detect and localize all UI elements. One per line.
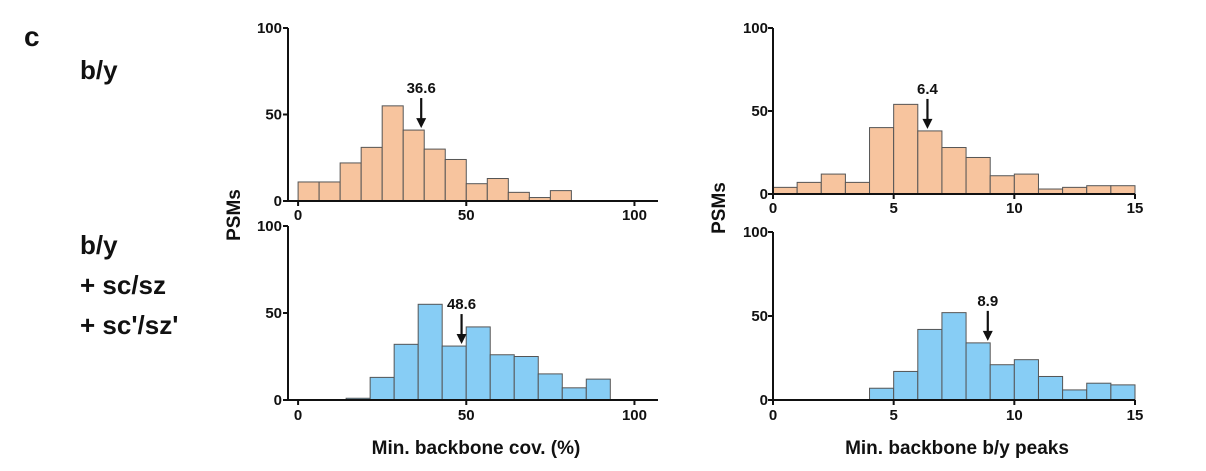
chart-bottom-left: 0 50 100 0 50 100 48.6 Min. backbone cov. (%)	[257, 218, 658, 459]
bar-top-left-4	[381, 105, 404, 202]
bar-top-left-7	[444, 158, 467, 202]
bar-bottom-left-7	[465, 326, 491, 401]
x-tick-label-top-right-0: 0	[769, 200, 777, 217]
x-tick-label-top-right-2: 10	[1006, 200, 1023, 217]
bar-top-left-5	[402, 129, 425, 202]
bar-top-left-2	[339, 162, 362, 202]
panel-label: c	[24, 21, 40, 52]
bar-bottom-left-6	[441, 345, 467, 401]
bar-top-left-6	[423, 148, 446, 202]
condition-bottom-line-2: + sc/sz	[80, 270, 166, 300]
bar-bottom-right-8	[965, 342, 991, 401]
y-tick-label-top-right-0: 0	[760, 186, 768, 203]
bar-bottom-right-14	[1110, 384, 1136, 401]
bar-top-right-9	[989, 175, 1015, 195]
annotation-arrow-head-bottom-left	[456, 334, 467, 345]
bar-top-left-1	[318, 181, 341, 202]
bar-bottom-left-4	[393, 343, 419, 401]
annotation-arrow-head-top-right	[922, 118, 933, 129]
bar-bottom-right-10	[1013, 359, 1039, 401]
bar-bottom-right-4	[869, 387, 895, 401]
bar-top-left-12	[549, 190, 572, 202]
y-tick-label-bottom-right-1: 50	[751, 308, 768, 325]
y-tick-label-bottom-left-1: 50	[265, 305, 282, 322]
x-tick-label-top-left-1: 50	[458, 207, 475, 224]
y-tick-label-top-left-1: 50	[265, 107, 282, 124]
y-tick-label-top-right-2: 100	[743, 20, 768, 37]
bar-bottom-right-13	[1086, 382, 1112, 401]
x-tick-label-top-left-2: 100	[622, 207, 647, 224]
chart-top-right: 0 50 100 0 5 10 15 6.4 PSMs	[709, 20, 1143, 234]
bar-bottom-left-3	[369, 376, 395, 401]
bar-bottom-left-12	[585, 378, 611, 401]
bar-top-right-1	[796, 181, 822, 195]
x-axis-title-bottom-left: Min. backbone cov. (%)	[372, 438, 581, 459]
y-tick-label-top-left-0: 0	[274, 193, 282, 210]
annotation-label-top-left: 36.6	[407, 80, 436, 97]
y-tick-label-top-right-1: 50	[751, 103, 768, 120]
y-axis-title-top-right: PSMs	[709, 182, 730, 234]
condition-bottom-line-1: b/y	[80, 230, 118, 260]
bar-top-right-8	[965, 156, 991, 195]
x-tick-label-top-left-0: 0	[294, 207, 302, 224]
bar-bottom-left-10	[537, 373, 563, 401]
x-tick-label-bottom-right-2: 10	[1006, 407, 1023, 424]
y-axis-title-top-left: PSMs	[224, 189, 245, 241]
x-axis-title-bottom-right: Min. backbone b/y peaks	[845, 438, 1069, 459]
annotation-label-top-right: 6.4	[917, 81, 939, 98]
condition-bottom-line-3: + sc'/sz'	[80, 310, 178, 340]
annotation-label-bottom-right: 8.9	[977, 293, 998, 310]
x-tick-label-top-right-3: 15	[1127, 200, 1144, 217]
bar-top-right-3	[844, 181, 871, 195]
x-tick-label-bottom-right-3: 15	[1127, 407, 1144, 424]
annotation-label-bottom-left: 48.6	[447, 296, 476, 313]
x-tick-label-bottom-left-0: 0	[294, 407, 302, 424]
bar-bottom-right-9	[989, 364, 1015, 401]
bar-bottom-left-5	[417, 303, 443, 401]
bar-bottom-right-11	[1037, 375, 1064, 401]
bar-top-left-10	[507, 191, 530, 202]
bar-top-right-6	[917, 130, 943, 195]
x-tick-label-bottom-right-0: 0	[769, 407, 777, 424]
y-tick-label-top-left-2: 100	[257, 20, 282, 37]
bar-top-left-0	[297, 181, 320, 202]
bar-top-left-9	[486, 178, 509, 202]
chart-bottom-right: 0 50 100 0 5 10 15 8.9 Min. backbone b/y peaks	[743, 224, 1143, 459]
bar-bottom-right-6	[917, 328, 943, 401]
y-tick-label-bottom-left-2: 100	[257, 218, 282, 235]
x-tick-label-bottom-right-1: 5	[889, 407, 897, 424]
bar-top-right-7	[941, 147, 967, 195]
y-tick-label-bottom-right-2: 100	[743, 224, 768, 241]
annotation-arrow-head-bottom-right	[982, 330, 993, 341]
chart-top-left: 0 50 100 0 50 100 36.6 PSMs	[224, 20, 658, 241]
bar-top-right-2	[820, 173, 846, 195]
y-tick-label-bottom-left-0: 0	[274, 392, 282, 409]
bar-bottom-left-11	[561, 387, 587, 401]
y-tick-label-bottom-right-0: 0	[760, 392, 768, 409]
bar-bottom-left-8	[489, 354, 515, 401]
bar-top-left-3	[360, 146, 383, 202]
x-tick-label-bottom-left-2: 100	[622, 407, 647, 424]
bar-bottom-right-12	[1062, 389, 1088, 401]
bar-bottom-right-5	[893, 370, 919, 401]
condition-top-line-1: b/y	[80, 55, 118, 85]
bar-top-left-8	[465, 183, 488, 202]
x-tick-label-top-right-1: 5	[889, 200, 897, 217]
bar-top-right-5	[893, 103, 919, 195]
bar-top-right-4	[869, 127, 895, 195]
bar-top-right-10	[1013, 173, 1039, 195]
bar-top-right-14	[1110, 185, 1136, 195]
bar-bottom-right-7	[941, 312, 967, 401]
annotation-arrow-head-top-left	[416, 118, 427, 129]
bar-top-right-13	[1086, 185, 1112, 195]
bar-bottom-left-9	[513, 356, 539, 401]
x-tick-label-bottom-left-1: 50	[458, 407, 475, 424]
